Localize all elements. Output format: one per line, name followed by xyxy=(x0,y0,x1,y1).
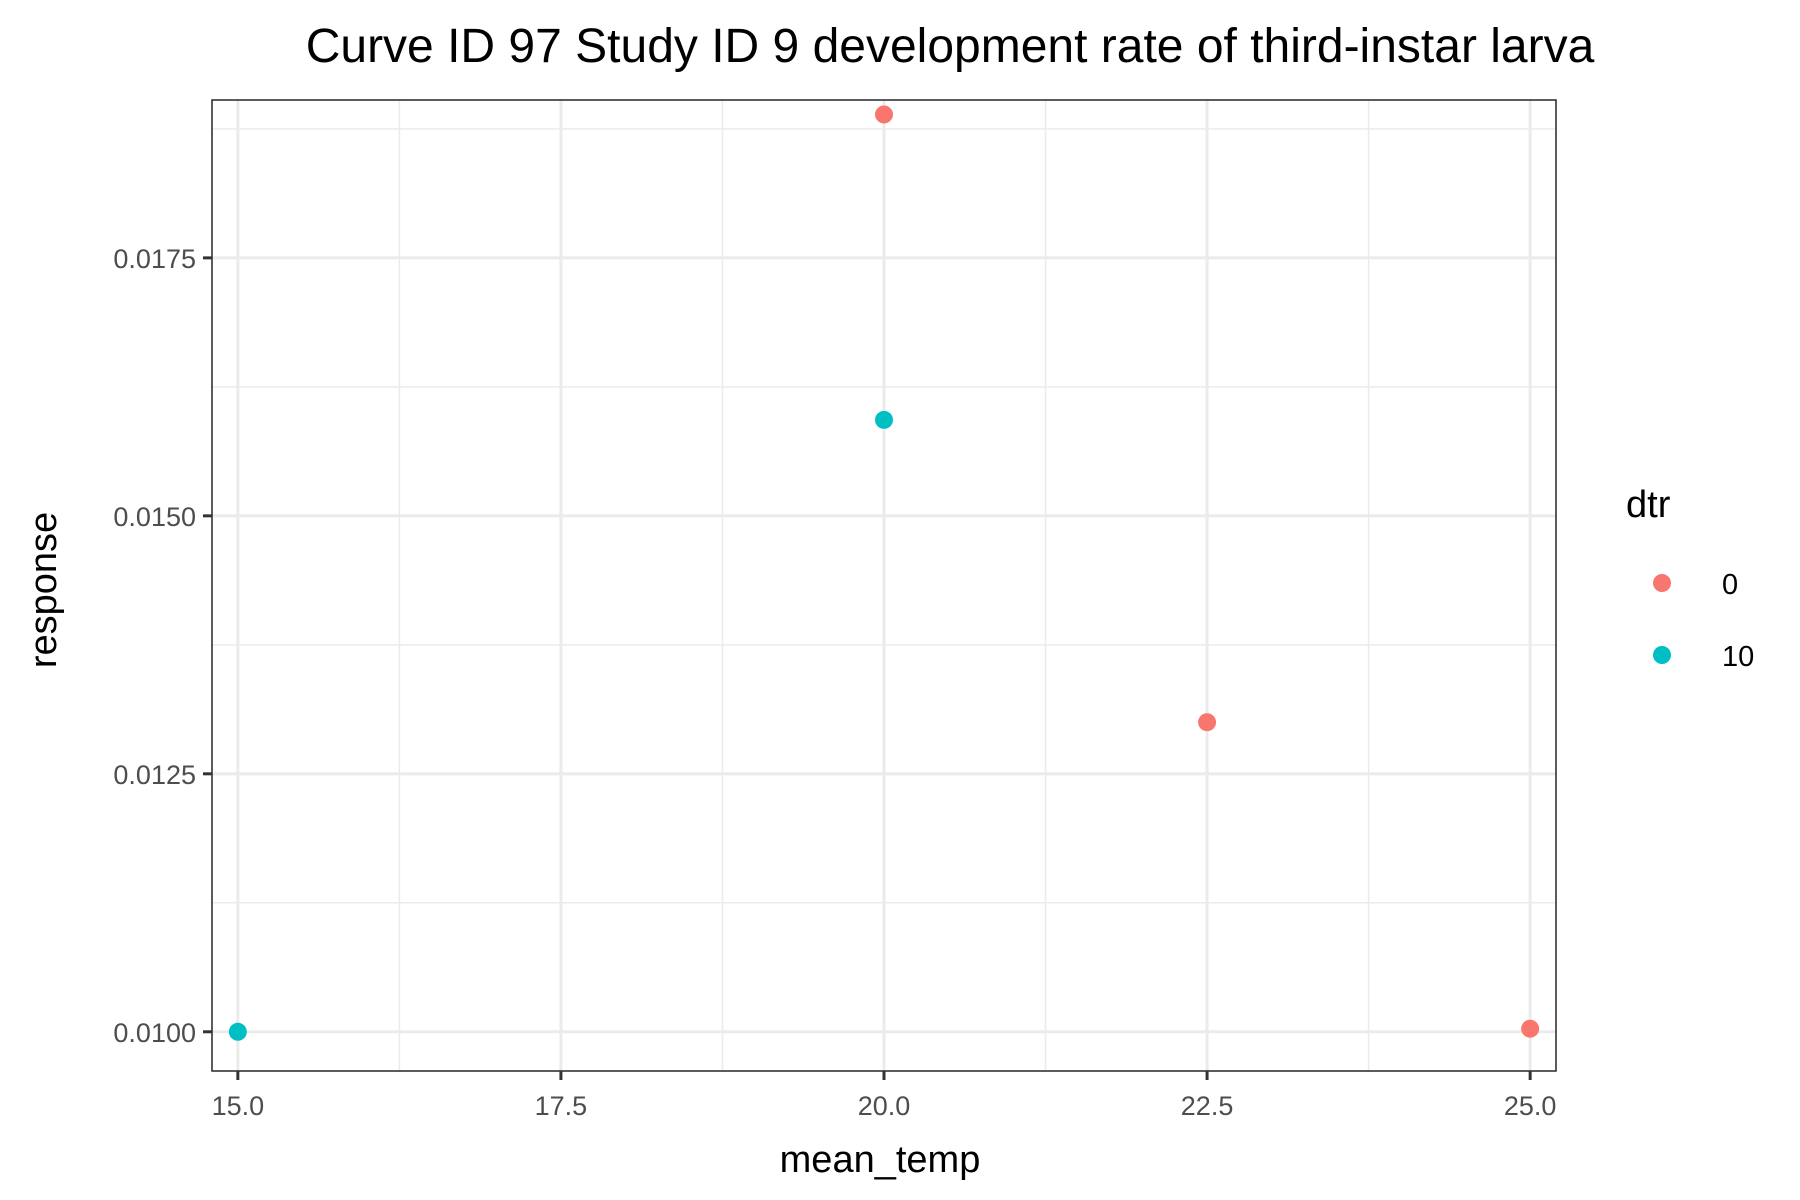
data-point-dtr-0 xyxy=(1521,1019,1540,1038)
x-tick-label: 15.0 xyxy=(212,1091,265,1121)
data-point-dtr-10 xyxy=(228,1022,247,1041)
x-tick-label: 25.0 xyxy=(1504,1091,1557,1121)
y-axis: 0.0100 0.0125 0.0150 0.0175 xyxy=(113,244,212,1048)
legend-key-dtr-0 xyxy=(1653,574,1671,592)
data-point-dtr-10 xyxy=(875,410,893,429)
chart-title: Curve ID 97 Study ID 9 development rate … xyxy=(306,20,1595,73)
x-tick-label: 17.5 xyxy=(535,1091,588,1121)
legend-label: 0 xyxy=(1722,569,1738,601)
legend-key-dtr-10 xyxy=(1653,646,1671,664)
data-point-dtr-0 xyxy=(1198,713,1217,732)
data-point-dtr-0 xyxy=(875,105,893,124)
x-tick-label: 22.5 xyxy=(1181,1091,1234,1121)
y-tick-label: 0.0125 xyxy=(113,760,196,790)
data-points xyxy=(228,105,1540,1041)
legend-label: 10 xyxy=(1722,641,1754,673)
legend: dtr 0 10 xyxy=(1626,484,1754,673)
major-gridlines xyxy=(212,100,1556,1071)
x-tick-label: 20.0 xyxy=(858,1091,911,1121)
x-axis: 15.0 17.5 20.0 22.5 25.0 xyxy=(212,1071,1557,1121)
y-tick-label: 0.0150 xyxy=(113,502,196,532)
y-tick-label: 0.0100 xyxy=(113,1018,196,1048)
legend-title: dtr xyxy=(1626,484,1671,526)
y-axis-title: response xyxy=(23,512,65,668)
x-axis-title: mean_temp xyxy=(780,1139,981,1181)
legend-items: 0 10 xyxy=(1653,569,1754,673)
y-tick-label: 0.0175 xyxy=(113,244,196,274)
